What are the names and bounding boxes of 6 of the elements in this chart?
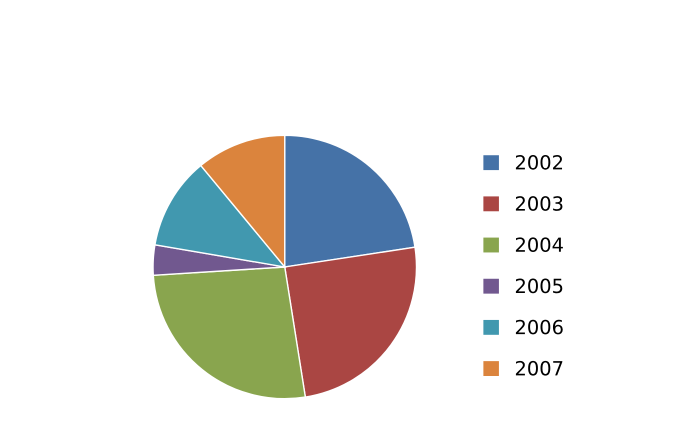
legend-label: 2003	[516, 196, 562, 211]
legend-label: 2006	[516, 320, 563, 334]
legend-label: 2004	[516, 237, 563, 252]
legend-label: 2002	[516, 154, 562, 170]
legend-label: 2007	[516, 360, 562, 376]
legend-label: 2005	[516, 278, 562, 294]
